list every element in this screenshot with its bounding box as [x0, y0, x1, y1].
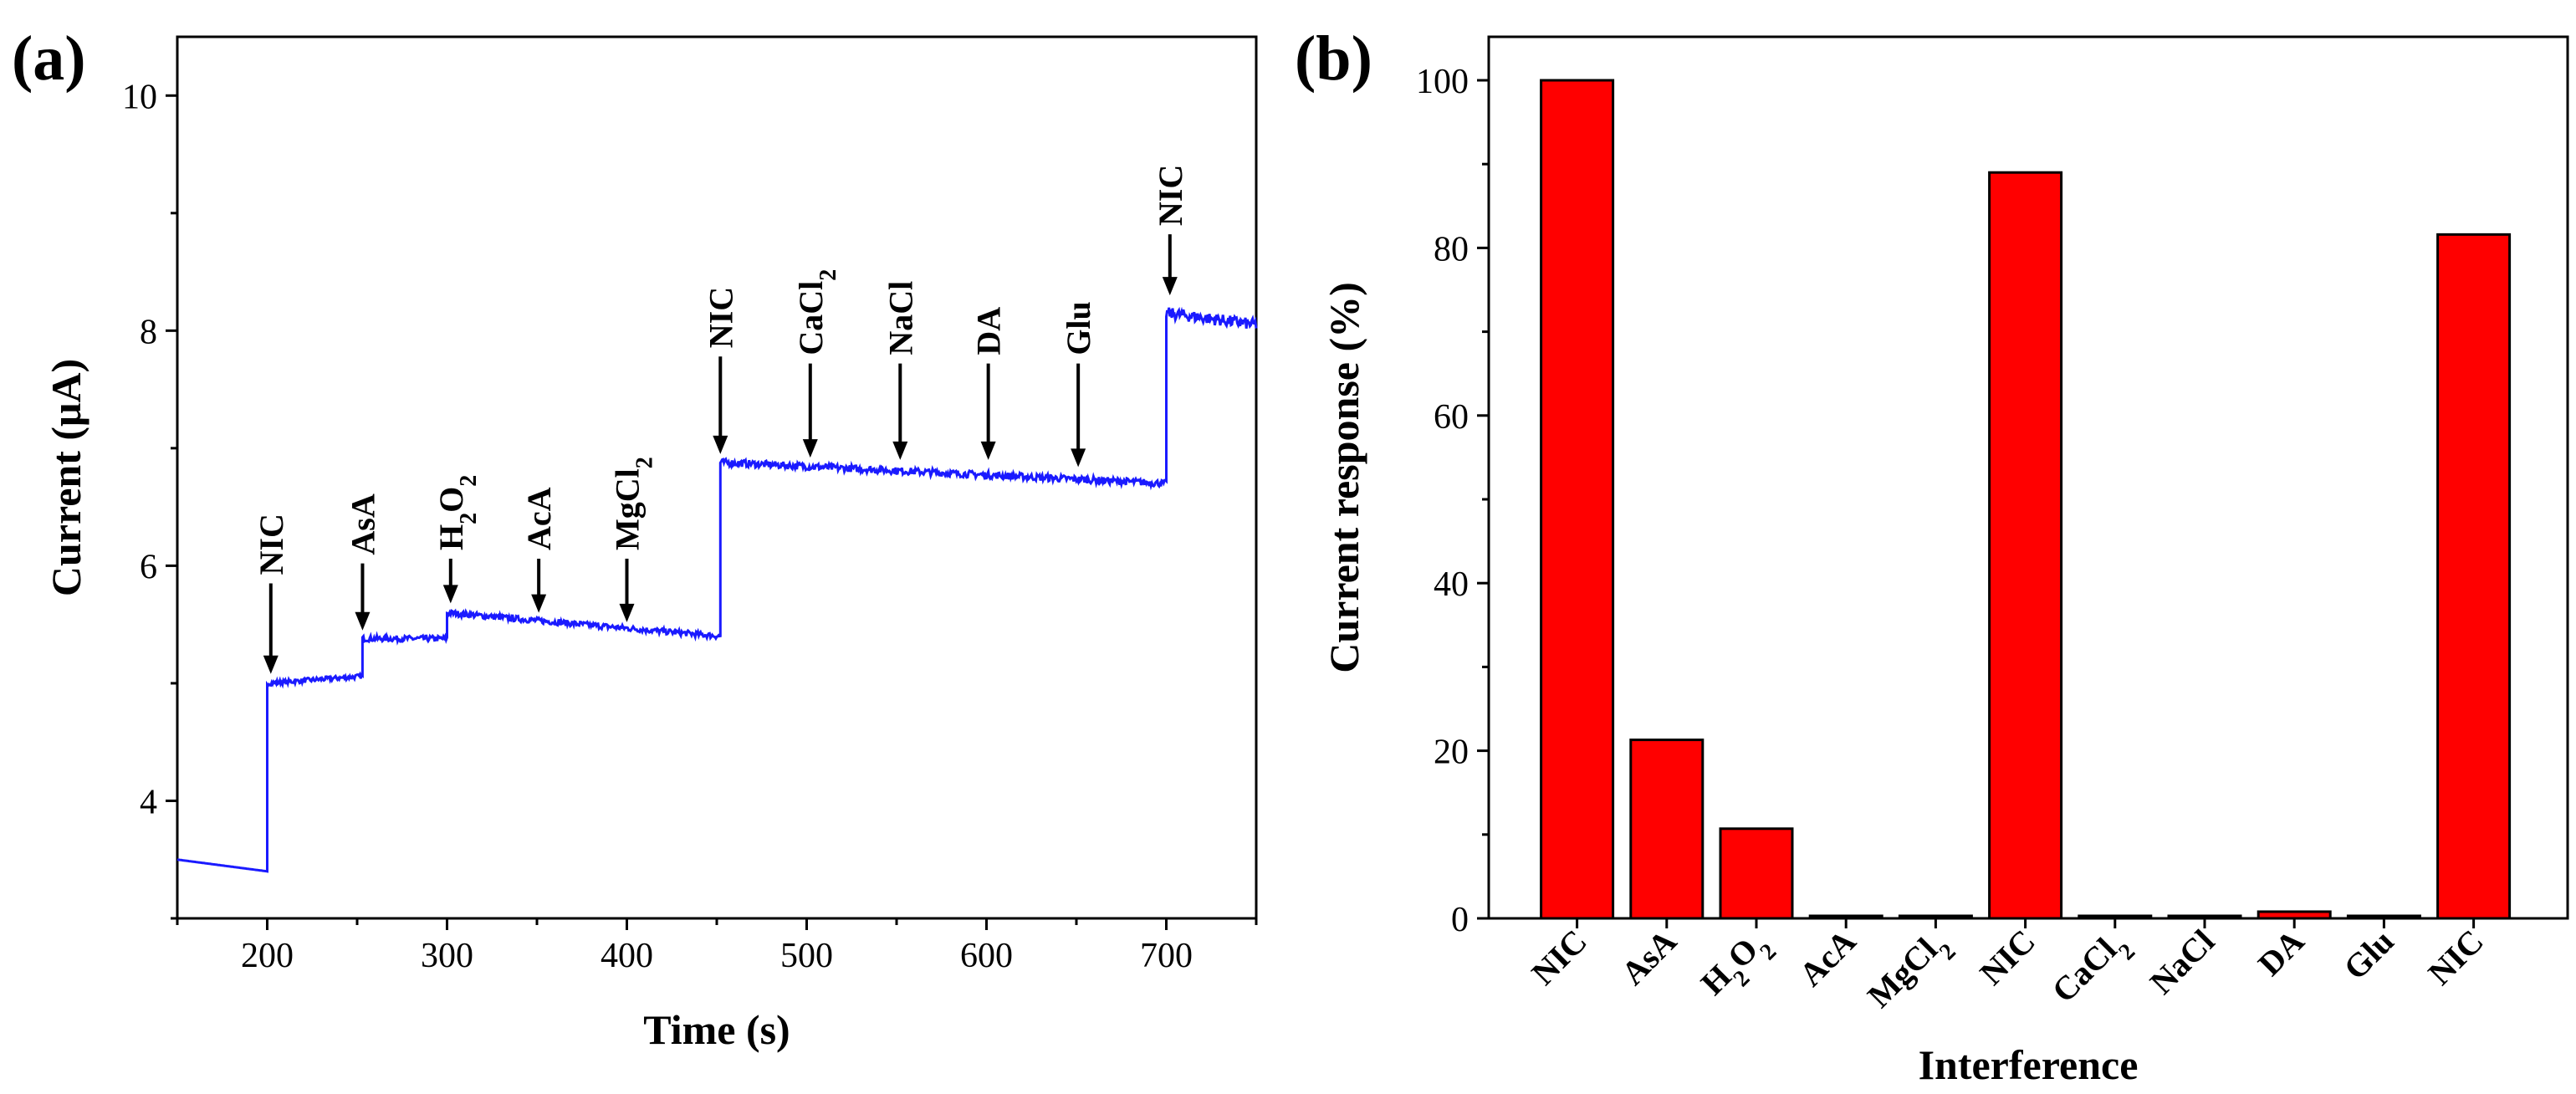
panel-b-label: (b): [1295, 23, 1372, 94]
annotation-arrowhead: [263, 655, 279, 674]
panel-a-line-chart: (a) 200 300 400 500 600 700 4 6 8 10 NIC AsA H2O2 Ac…: [12, 23, 1258, 1053]
y-tick-label: 6: [140, 548, 157, 586]
x-tick-label: 500: [780, 937, 833, 975]
bar: [2346, 914, 2421, 920]
annotation-arrowhead: [980, 441, 996, 460]
annotation-arrowhead: [1071, 448, 1086, 468]
category-label: MgCl2: [1860, 923, 1960, 1023]
panel-b-y-axis-title: Current response (%): [1321, 282, 1367, 673]
y-tick-label: 20: [1434, 734, 1469, 772]
category-label: AsA: [1613, 922, 1684, 992]
panel-b-ticks: 0 20 40 60 80 100: [1416, 63, 2476, 939]
annotation-label: DA: [970, 307, 1008, 355]
panel-a-y-axis-title: Current (μA): [43, 359, 89, 596]
annotation-label: CaCl2: [792, 269, 841, 355]
annotation-label: NIC: [253, 514, 290, 575]
category-label: H2O2: [1694, 923, 1781, 1010]
category-label: DA: [2251, 922, 2312, 983]
annotation-label: NIC: [702, 287, 739, 348]
y-tick-label: 60: [1434, 398, 1469, 437]
panel-a-annotations: NIC AsA H2O2 AcA MgCl2 NIC CaCl2 NaCl DA Glu NIC: [253, 165, 1189, 674]
panel-b-x-axis-title: Interference: [1919, 1041, 2139, 1088]
bar: [2257, 910, 2332, 920]
bar: [1540, 79, 1615, 920]
annotation-arrowhead: [531, 594, 547, 613]
annotation-arrowhead: [442, 585, 458, 604]
x-tick-label: 200: [241, 937, 294, 975]
x-tick-label: 400: [601, 937, 653, 975]
panel-a-ticks: 200 300 400 500 600 700 4 6 8 10: [122, 78, 1258, 975]
bar: [1629, 739, 1705, 920]
x-tick-label: 300: [421, 937, 473, 975]
bar: [2078, 914, 2153, 920]
category-label: NaCl: [2143, 923, 2222, 1002]
y-tick-label: 40: [1434, 565, 1469, 604]
annotation-label: AcA: [520, 487, 558, 550]
x-tick-label: 600: [960, 937, 1013, 975]
y-tick-label: 4: [140, 783, 157, 821]
y-tick-label: 8: [140, 313, 157, 351]
panel-a-x-axis-title: Time (s): [643, 1006, 790, 1053]
annotation-arrowhead: [355, 611, 371, 631]
annotation-arrowhead: [802, 439, 818, 458]
bar: [1898, 914, 1973, 920]
annotation-label: Glu: [1060, 301, 1097, 355]
panel-a-label: (a): [12, 23, 86, 94]
category-label: Glu: [2336, 923, 2400, 987]
annotation-label: NIC: [1152, 165, 1189, 226]
category-label: CaCl2: [2045, 923, 2140, 1018]
category-label: NIC: [2420, 923, 2491, 993]
y-tick-label: 10: [122, 78, 157, 116]
y-tick-label: 80: [1434, 230, 1469, 268]
category-label: NIC: [1972, 923, 2042, 993]
annotation-arrowhead: [619, 603, 635, 622]
annotation-arrowhead: [1162, 277, 1178, 296]
annotation-arrowhead: [713, 435, 728, 454]
current-trace-line: [176, 306, 1258, 873]
category-label: NIC: [1524, 923, 1594, 993]
bar: [2167, 914, 2242, 920]
y-tick-label: 100: [1416, 63, 1469, 101]
annotation-label: MgCl2: [609, 457, 658, 550]
category-label: AcA: [1791, 922, 1863, 993]
panel-b-bars: [1540, 79, 2512, 920]
annotation-label: AsA: [344, 493, 381, 555]
bar: [2436, 233, 2512, 920]
annotation-arrowhead: [892, 441, 908, 460]
bar: [1719, 827, 1794, 920]
annotation-label: H2O2: [432, 475, 482, 550]
x-tick-label: 700: [1140, 937, 1193, 975]
y-tick-label: 0: [1451, 901, 1469, 939]
annotation-label: NaCl: [882, 281, 919, 355]
bar: [1808, 914, 1883, 920]
bar: [1988, 171, 2063, 920]
